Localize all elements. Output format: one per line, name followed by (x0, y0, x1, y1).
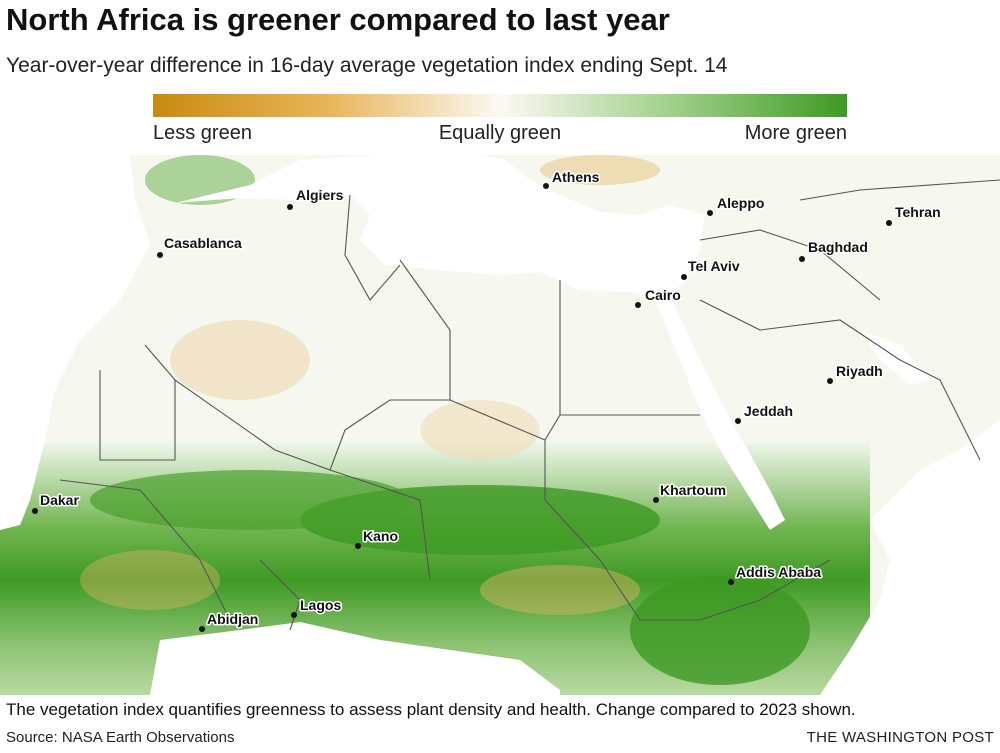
cities: Algiers Casablanca Athens Aleppo Tehran … (32, 168, 942, 632)
city-label: Jeddah (744, 403, 793, 419)
city-label: Dakar (40, 492, 79, 508)
title: North Africa is greener compared to last… (6, 2, 670, 37)
city-label: Cairo (645, 287, 681, 303)
legend-left: Less green (153, 122, 252, 144)
subtitle: Year-over-year difference in 16-day aver… (6, 54, 728, 77)
legend-scale (153, 94, 847, 117)
city-label: Lagos (300, 597, 341, 613)
city-label: Baghdad (808, 239, 868, 255)
city-label: Riyadh (836, 363, 883, 379)
city-label: Tel Aviv (688, 258, 740, 274)
city-label: Aleppo (717, 195, 764, 211)
city-label: Algiers (296, 187, 344, 203)
city-label: Addis Ababa (736, 564, 821, 580)
source: Source: NASA Earth Observations (6, 729, 235, 746)
city-label: Tehran (895, 204, 941, 220)
legend-middle: Equally green (438, 122, 562, 144)
map-area (0, 155, 1000, 695)
footnote: The vegetation index quantifies greennes… (6, 700, 856, 719)
city-label: Athens (552, 169, 600, 185)
city-label: Kano (363, 528, 398, 544)
city-label: Khartoum (660, 482, 726, 498)
legend-right: More green (744, 122, 847, 144)
city-label: Abidjan (207, 611, 258, 627)
credit: THE WASHINGTON POST (806, 729, 994, 746)
city-label: Casablanca (164, 235, 242, 251)
